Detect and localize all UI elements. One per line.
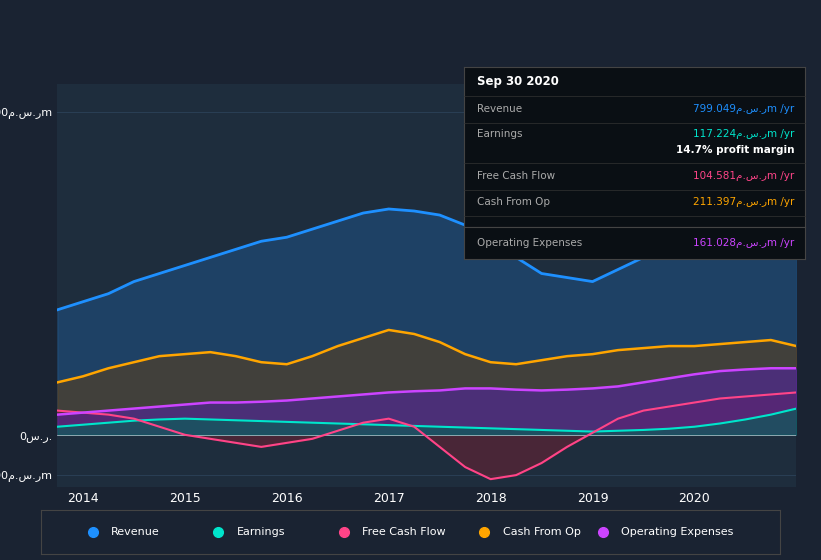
Text: Earnings: Earnings [237, 527, 286, 537]
Text: 104.581م.س.رm /yr: 104.581م.س.رm /yr [693, 171, 795, 181]
Text: Cash From Op: Cash From Op [478, 197, 551, 207]
Text: Free Cash Flow: Free Cash Flow [478, 171, 556, 181]
Text: Revenue: Revenue [478, 104, 523, 114]
Text: Revenue: Revenue [112, 527, 160, 537]
Text: 14.7% profit margin: 14.7% profit margin [676, 145, 795, 155]
Text: Operating Expenses: Operating Expenses [621, 527, 733, 537]
Text: Sep 30 2020: Sep 30 2020 [478, 75, 559, 88]
Text: 117.224م.س.رm /yr: 117.224م.س.رm /yr [693, 129, 795, 139]
Text: Cash From Op: Cash From Op [502, 527, 580, 537]
Text: 799.049م.س.رm /yr: 799.049م.س.رm /yr [693, 104, 795, 114]
Text: Free Cash Flow: Free Cash Flow [363, 527, 446, 537]
Text: Operating Expenses: Operating Expenses [478, 238, 583, 248]
Text: Earnings: Earnings [478, 129, 523, 139]
Text: 211.397م.س.رm /yr: 211.397م.س.رm /yr [693, 197, 795, 207]
Text: 161.028م.س.رm /yr: 161.028م.س.رm /yr [693, 238, 795, 248]
